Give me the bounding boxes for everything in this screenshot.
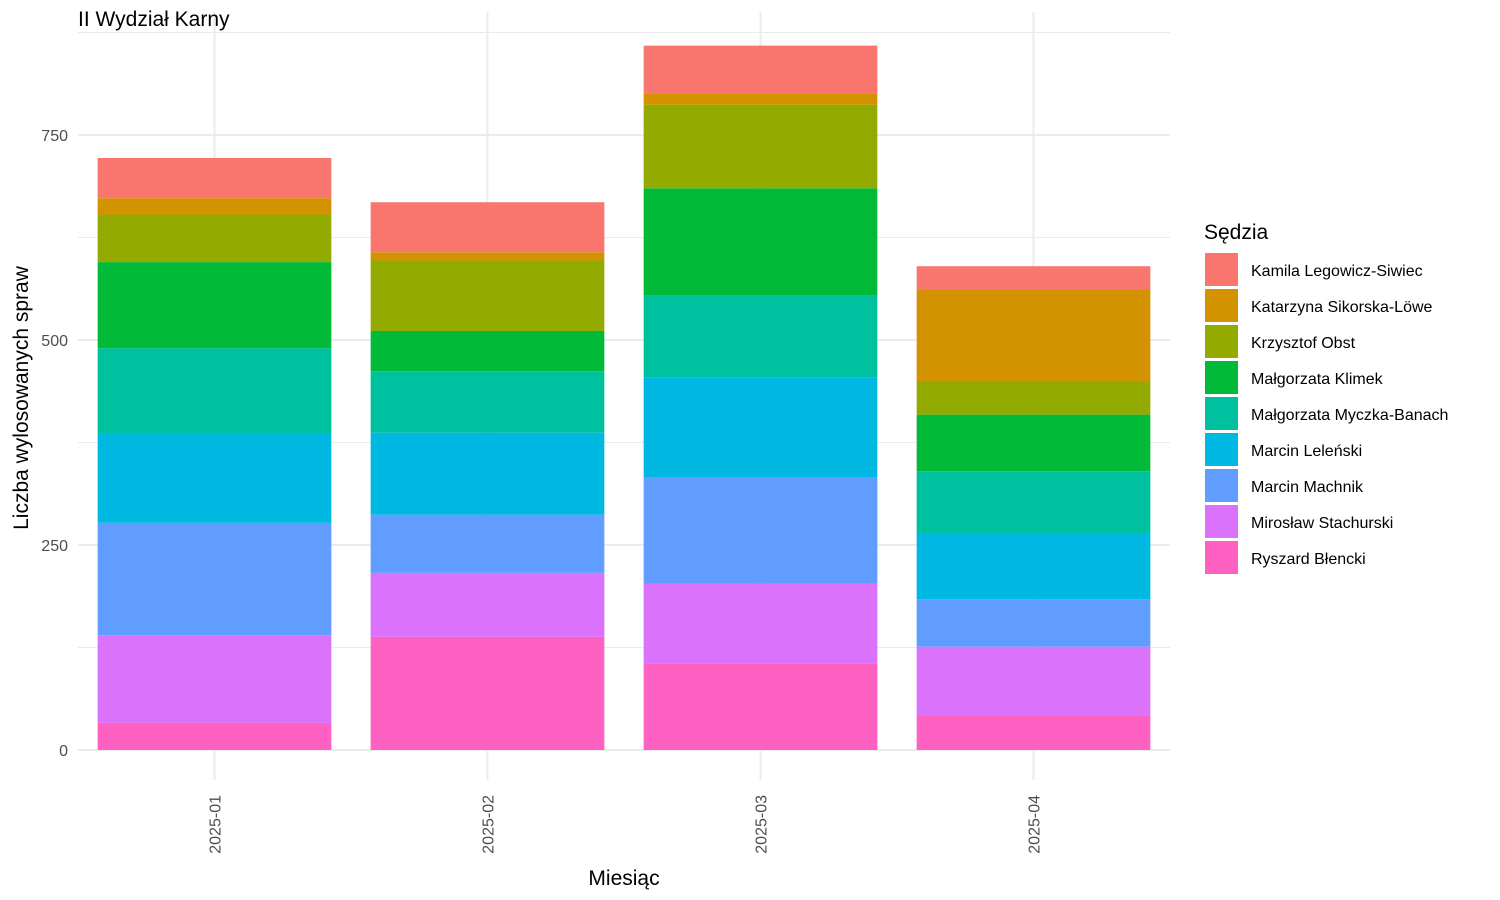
- bar-segment: [916, 646, 1151, 716]
- bar-segment: [97, 262, 332, 349]
- legend-label: Marcin Leleński: [1251, 443, 1362, 460]
- legend-label: Katarzyna Sikorska-Löwe: [1251, 299, 1433, 316]
- bar-segment: [643, 583, 878, 664]
- y-axis-title: Liczba wylosowanych spraw: [10, 265, 33, 530]
- bar-segment: [370, 260, 605, 331]
- bar-segment: [643, 104, 878, 189]
- bar-segment: [643, 295, 878, 378]
- bar-segment: [916, 533, 1151, 600]
- y-tick-label: 250: [41, 538, 68, 555]
- x-tick-label: 2025-02: [481, 795, 498, 854]
- legend-swatch: [1205, 433, 1238, 466]
- bar-segment: [370, 252, 605, 261]
- legend-label: Małgorzata Klimek: [1251, 371, 1384, 388]
- x-tick-label: 2025-04: [1027, 795, 1044, 854]
- legend-swatch: [1205, 253, 1238, 286]
- legend-swatch: [1205, 361, 1238, 394]
- bar-segment: [643, 45, 878, 94]
- bars: [97, 45, 1151, 750]
- legend-label: Ryszard Błencki: [1251, 551, 1366, 568]
- bar-segment: [643, 477, 878, 584]
- bar-segment: [370, 202, 605, 253]
- legend-label: Mirosław Stachurski: [1251, 515, 1393, 532]
- bar-segment: [643, 377, 878, 478]
- bar-segment: [97, 157, 332, 199]
- bar-segment: [370, 514, 605, 573]
- bar-segment: [643, 663, 878, 750]
- legend-swatch: [1205, 469, 1238, 502]
- bar-segment: [97, 522, 332, 636]
- bar-segment: [97, 635, 332, 723]
- x-axis-ticks: 2025-01 2025-02 2025-03 2025-04: [208, 795, 1044, 854]
- legend-label: Krzysztof Obst: [1251, 335, 1356, 352]
- legend-title: Sędzia: [1204, 221, 1269, 244]
- legend-swatch: [1205, 505, 1238, 538]
- legend-swatch: [1205, 325, 1238, 358]
- legend-label: Marcin Machnik: [1251, 479, 1364, 496]
- bar-segment: [916, 289, 1151, 381]
- chart-title: II Wydział Karny: [78, 8, 230, 31]
- bar-segment: [916, 381, 1151, 415]
- legend-swatch: [1205, 397, 1238, 430]
- bar-segment: [370, 432, 605, 515]
- bar-segment: [370, 330, 605, 372]
- bar-segment: [97, 433, 332, 523]
- bar-segment: [916, 599, 1151, 647]
- x-tick-label: 2025-03: [754, 795, 771, 854]
- bar-segment: [370, 636, 605, 750]
- legend-label: Małgorzata Myczka-Banach: [1251, 407, 1448, 424]
- bar-segment: [370, 572, 605, 637]
- bar-segment: [916, 715, 1151, 750]
- x-tick-label: 2025-01: [208, 795, 225, 854]
- y-axis-ticks: 0 250 500 750: [41, 128, 68, 760]
- y-tick-label: 0: [59, 743, 68, 760]
- legend-swatch: [1205, 289, 1238, 322]
- bar-segment: [916, 471, 1151, 534]
- legend-swatch: [1205, 541, 1238, 574]
- y-tick-label: 750: [41, 128, 68, 145]
- legend-label: Kamila Legowicz-Siwiec: [1251, 263, 1423, 280]
- bar-segment: [97, 722, 332, 750]
- bar-segment: [370, 371, 605, 433]
- bar-segment: [97, 348, 332, 434]
- bar-segment: [916, 414, 1151, 472]
- legend: Sędzia Kamila Legowicz-Siwiec Katarzyna S…: [1204, 221, 1448, 574]
- bar-segment: [916, 266, 1151, 290]
- x-axis-title: Miesiąc: [588, 867, 659, 890]
- y-tick-label: 500: [41, 333, 68, 350]
- legend-items: Kamila Legowicz-Siwiec Katarzyna Sikorska…: [1205, 253, 1448, 574]
- bar-segment: [643, 188, 878, 296]
- bar-segment: [97, 214, 332, 263]
- bar-segment: [97, 198, 332, 215]
- bar-segment: [643, 93, 878, 105]
